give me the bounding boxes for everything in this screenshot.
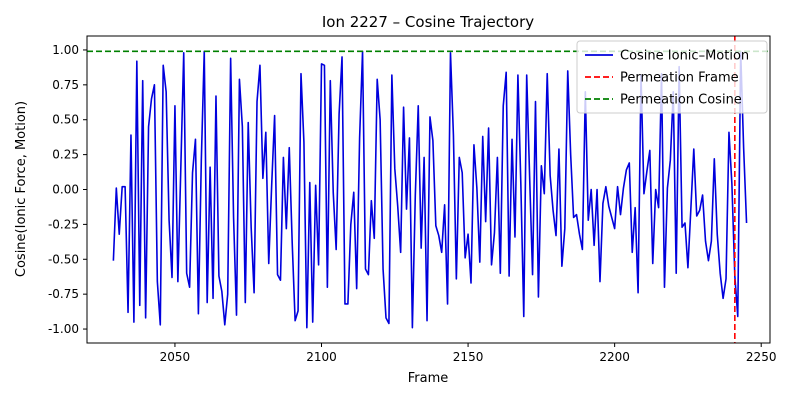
y-tick-label: -0.75 bbox=[48, 287, 79, 301]
y-tick-label: 1.00 bbox=[52, 43, 79, 57]
y-axis-label: Cosine(Ionic Force, Motion) bbox=[14, 101, 29, 277]
x-axis-ticks: 2050 2100 2150 2200 2250 bbox=[160, 343, 777, 364]
y-tick-label: 0.75 bbox=[52, 78, 79, 92]
y-tick-label: 0.25 bbox=[52, 148, 79, 162]
legend-label: Permeation Frame bbox=[620, 71, 739, 86]
legend-label: Cosine Ionic–Motion bbox=[620, 49, 749, 64]
chart-title: Ion 2227 – Cosine Trajectory bbox=[322, 13, 534, 31]
legend-box bbox=[576, 40, 768, 114]
legend-label: Permeation Cosine bbox=[620, 93, 742, 108]
y-tick-label: 0.50 bbox=[52, 113, 79, 127]
y-tick-label: -0.50 bbox=[48, 252, 79, 266]
x-axis-label: Frame bbox=[408, 371, 449, 386]
x-tick-label: 2050 bbox=[160, 350, 191, 364]
x-tick-label: 2200 bbox=[599, 350, 630, 364]
y-tick-label: 0.00 bbox=[52, 183, 79, 197]
y-tick-label: -0.25 bbox=[48, 217, 79, 231]
x-tick-label: 2100 bbox=[306, 350, 337, 364]
x-tick-label: 2250 bbox=[746, 350, 777, 364]
y-tick-label: -1.00 bbox=[48, 322, 79, 336]
x-tick-label: 2150 bbox=[453, 350, 484, 364]
legend: Cosine Ionic–Motion Permeation Frame Perme… bbox=[576, 40, 768, 114]
y-axis-ticks: -1.00 -0.75 -0.50 -0.25 0.00 0.25 0.50 0.75 1.00 bbox=[48, 43, 87, 336]
